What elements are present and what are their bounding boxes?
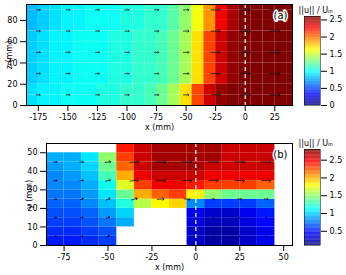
svg-text:-50: -50 xyxy=(101,253,114,262)
svg-text:2: 2 xyxy=(330,33,335,42)
svg-text:0: 0 xyxy=(243,113,248,122)
svg-text:2.5: 2.5 xyxy=(330,15,343,24)
svg-text:-50: -50 xyxy=(180,113,193,122)
svg-text:2: 2 xyxy=(330,174,335,183)
svg-text:0.5: 0.5 xyxy=(330,227,343,236)
svg-text:||u|| / Uᵢₙ: ||u|| / Uᵢₙ xyxy=(299,6,333,15)
svg-text:2.5: 2.5 xyxy=(330,156,343,165)
svg-text:1: 1 xyxy=(330,209,335,218)
svg-text:x (mm): x (mm) xyxy=(145,123,174,132)
svg-text:(b): (b) xyxy=(273,149,287,160)
svg-text:40: 40 xyxy=(27,167,37,176)
svg-text:25: 25 xyxy=(235,253,245,262)
svg-text:0.5: 0.5 xyxy=(330,84,343,93)
svg-text:1.5: 1.5 xyxy=(330,50,343,59)
svg-text:50: 50 xyxy=(27,148,37,157)
svg-text:0: 0 xyxy=(12,101,17,110)
svg-text:80: 80 xyxy=(7,16,17,25)
svg-text:1: 1 xyxy=(330,67,335,76)
svg-text:-150: -150 xyxy=(59,113,77,122)
svg-text:0: 0 xyxy=(193,253,198,262)
svg-text:y (mm): y (mm) xyxy=(25,180,34,209)
svg-text:-25: -25 xyxy=(145,253,158,262)
svg-text:0: 0 xyxy=(32,241,37,250)
svg-text:50: 50 xyxy=(279,253,289,262)
svg-text:20: 20 xyxy=(7,80,17,89)
svg-text:1.5: 1.5 xyxy=(330,191,343,200)
svg-text:-75: -75 xyxy=(58,253,71,262)
svg-text:25: 25 xyxy=(270,113,280,122)
svg-text:-175: -175 xyxy=(29,113,47,122)
svg-text:-25: -25 xyxy=(209,113,222,122)
svg-text:-100: -100 xyxy=(118,113,136,122)
svg-text:10: 10 xyxy=(27,223,37,232)
svg-text:-125: -125 xyxy=(88,113,106,122)
svg-text:-75: -75 xyxy=(150,113,163,122)
svg-text:(a): (a) xyxy=(274,10,288,21)
svg-text:0: 0 xyxy=(330,101,335,110)
svg-text:||u|| / Uᵢₙ: ||u|| / Uᵢₙ xyxy=(299,139,333,148)
svg-text:x (mm): x (mm) xyxy=(155,263,184,272)
svg-text:z (mm): z (mm) xyxy=(5,41,14,70)
